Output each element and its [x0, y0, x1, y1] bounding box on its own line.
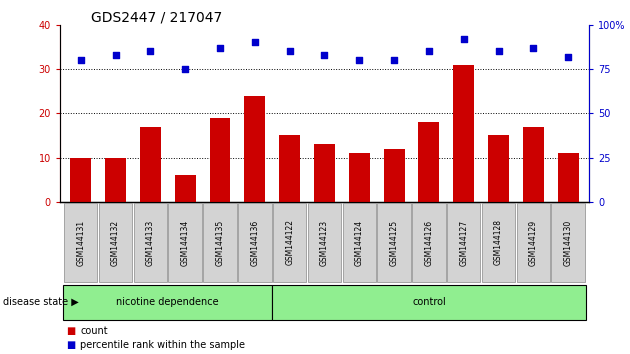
FancyBboxPatch shape — [412, 204, 445, 281]
FancyBboxPatch shape — [64, 204, 98, 281]
FancyBboxPatch shape — [134, 204, 167, 281]
FancyBboxPatch shape — [517, 204, 550, 281]
Point — [493, 48, 503, 54]
Point — [424, 48, 434, 54]
Text: GSM144134: GSM144134 — [181, 219, 190, 266]
Point — [110, 52, 120, 58]
Text: GDS2447 / 217047: GDS2447 / 217047 — [91, 11, 222, 25]
Point — [215, 45, 225, 51]
Text: GSM144126: GSM144126 — [425, 219, 433, 266]
Bar — [488, 135, 509, 202]
Bar — [175, 175, 196, 202]
Point — [319, 52, 329, 58]
FancyBboxPatch shape — [447, 204, 481, 281]
Bar — [418, 122, 439, 202]
FancyBboxPatch shape — [238, 204, 272, 281]
Text: GSM144122: GSM144122 — [285, 219, 294, 266]
FancyBboxPatch shape — [343, 204, 376, 281]
Text: GSM144127: GSM144127 — [459, 219, 468, 266]
Text: nicotine dependence: nicotine dependence — [117, 297, 219, 307]
Bar — [453, 65, 474, 202]
FancyBboxPatch shape — [307, 204, 341, 281]
FancyBboxPatch shape — [168, 204, 202, 281]
Bar — [523, 127, 544, 202]
Text: GSM144128: GSM144128 — [494, 219, 503, 266]
Text: GSM144124: GSM144124 — [355, 219, 364, 266]
FancyBboxPatch shape — [273, 204, 306, 281]
FancyBboxPatch shape — [99, 204, 132, 281]
Point — [76, 57, 86, 63]
Text: GSM144123: GSM144123 — [320, 219, 329, 266]
Point — [180, 66, 190, 72]
Text: GSM144135: GSM144135 — [215, 219, 224, 266]
Text: control: control — [412, 297, 446, 307]
Bar — [105, 158, 126, 202]
Bar — [71, 158, 91, 202]
Point — [459, 36, 469, 42]
Bar — [210, 118, 231, 202]
FancyBboxPatch shape — [482, 204, 515, 281]
Text: count: count — [80, 326, 108, 336]
FancyBboxPatch shape — [203, 204, 237, 281]
Point — [285, 48, 295, 54]
Point — [354, 57, 364, 63]
Bar — [349, 153, 370, 202]
FancyBboxPatch shape — [551, 204, 585, 281]
Point — [389, 57, 399, 63]
Text: GSM144130: GSM144130 — [564, 219, 573, 266]
Bar — [279, 135, 300, 202]
FancyBboxPatch shape — [377, 204, 411, 281]
Text: disease state ▶: disease state ▶ — [3, 297, 79, 307]
Point — [563, 54, 573, 59]
Text: ■: ■ — [66, 340, 76, 350]
Point — [529, 45, 539, 51]
Text: GSM144129: GSM144129 — [529, 219, 538, 266]
Bar — [384, 149, 404, 202]
Text: ■: ■ — [66, 326, 76, 336]
Text: percentile rank within the sample: percentile rank within the sample — [80, 340, 245, 350]
FancyBboxPatch shape — [272, 285, 585, 320]
Text: GSM144131: GSM144131 — [76, 219, 85, 266]
Bar — [244, 96, 265, 202]
Text: GSM144136: GSM144136 — [250, 219, 260, 266]
FancyBboxPatch shape — [64, 285, 272, 320]
Bar — [140, 127, 161, 202]
Point — [146, 48, 156, 54]
Bar — [314, 144, 335, 202]
Bar — [558, 153, 578, 202]
Point — [249, 40, 260, 45]
Text: GSM144125: GSM144125 — [389, 219, 399, 266]
Text: GSM144133: GSM144133 — [146, 219, 155, 266]
Text: GSM144132: GSM144132 — [111, 219, 120, 266]
